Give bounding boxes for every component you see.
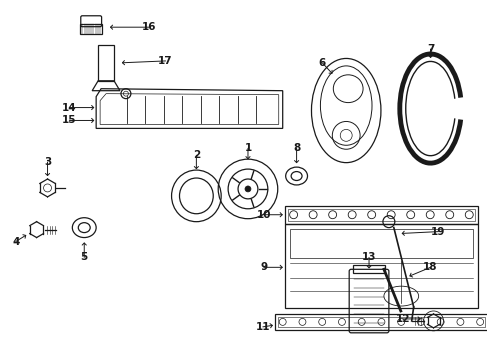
Bar (274, 314, 487, 330)
Bar (352, 265, 384, 273)
Text: 12: 12 (395, 314, 409, 324)
Text: 18: 18 (423, 262, 437, 272)
Circle shape (244, 186, 250, 192)
Bar (277, 317, 484, 327)
Bar (98, 45, 114, 81)
Text: 11: 11 (255, 322, 269, 332)
Bar (284, 206, 477, 224)
Text: 16: 16 (141, 22, 156, 32)
Text: 13: 13 (361, 252, 375, 262)
Text: 14: 14 (62, 103, 77, 113)
Bar (287, 209, 474, 221)
Text: 15: 15 (62, 116, 77, 126)
Text: 7: 7 (426, 44, 433, 54)
Bar (80, 24, 102, 34)
Text: 9: 9 (260, 262, 267, 272)
Bar (289, 229, 472, 258)
Text: 17: 17 (158, 56, 173, 66)
Text: 3: 3 (44, 157, 51, 167)
Text: 10: 10 (256, 210, 270, 220)
Bar (284, 224, 477, 308)
Text: 8: 8 (292, 143, 300, 153)
Text: 6: 6 (318, 58, 325, 68)
Text: 19: 19 (430, 226, 445, 237)
Text: 5: 5 (81, 252, 88, 262)
Text: 2: 2 (192, 150, 200, 160)
Text: 1: 1 (244, 143, 251, 153)
Text: 4: 4 (12, 237, 20, 247)
